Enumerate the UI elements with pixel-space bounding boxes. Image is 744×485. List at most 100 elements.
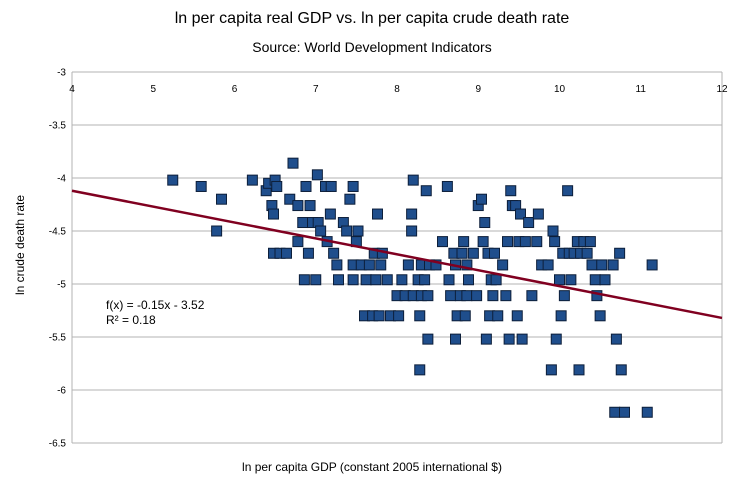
data-point [615,364,627,376]
data-point [458,236,470,248]
data-point [594,310,606,322]
data-point [526,290,538,302]
data-point [586,259,598,271]
data-point [347,180,359,192]
x-tick-label: 12 [716,84,728,95]
tick-labels: -3 -3.5 -4 -4.5 -5 -5.5 -6 -6.5 4 5 6 7 8 9 10 11 12 [49,68,728,450]
data-point [304,200,316,212]
data-point [463,274,474,286]
data-point [284,193,296,205]
data-point [420,185,432,197]
chart-subtitle: Source: World Development Indicators [252,39,492,55]
y-tick-label: -3 [57,68,66,79]
data-point [555,310,567,322]
data-point [216,193,227,205]
data-point [287,157,299,169]
data-point [396,274,408,286]
data-point [476,193,487,205]
data-point [505,185,517,197]
data-point [324,208,336,220]
x-tick-label: 4 [69,84,75,95]
data-point [562,185,574,197]
data-point [619,406,630,418]
data-point [502,236,513,248]
data-point [328,247,340,259]
data-point [479,217,491,229]
data-point [599,274,611,286]
data-point [407,174,419,186]
chart-title: ln per capita real GDP vs. ln per capita… [174,10,570,27]
data-point [641,406,653,418]
x-tick-label: 6 [232,84,238,95]
x-tick-label: 9 [475,84,481,95]
data-point [302,247,314,259]
y-tick-label: -5 [57,280,66,291]
data-point [646,259,658,271]
data-point [297,217,309,229]
data-point [298,274,310,286]
data-point [584,236,596,248]
data-point [614,247,626,259]
data-point [292,200,304,212]
y-tick-label: -4.5 [49,227,67,238]
data-point [531,236,543,248]
data-point [545,364,557,376]
data-point [363,259,375,271]
x-tick-label: 8 [394,84,400,95]
y-axis-label: ln crude death rate [13,194,27,296]
data-point [471,290,483,302]
data-point [315,225,327,237]
data-point [360,274,372,286]
data-point [565,274,577,286]
data-point [344,193,356,205]
data-point [515,208,526,220]
data-point [406,208,418,220]
data-point [610,333,622,345]
data-point [419,274,431,286]
data-point [331,259,343,271]
data-point [373,310,385,322]
data-point [430,259,442,271]
data-point [558,290,570,302]
data-point [461,290,473,302]
data-point [461,259,473,271]
data-point [490,274,502,286]
data-point [519,236,531,248]
x-tick-label: 5 [150,84,156,95]
data-point [596,259,608,271]
data-point [352,225,364,237]
data-point [450,333,461,345]
data-point [477,236,489,248]
data-point [581,247,593,259]
y-tick-label: -5.5 [49,333,67,344]
data-point [422,290,434,302]
y-tick-label: -3.5 [49,121,67,132]
data-point [487,290,499,302]
data-point [492,310,504,322]
data-point [542,259,554,271]
data-point [300,180,312,192]
data-point [341,225,353,237]
data-point [549,236,561,248]
data-point [281,247,292,259]
data-point [467,247,479,259]
data-point [437,236,448,248]
data-point [370,274,382,286]
trendline-group [71,189,723,320]
data-point [393,310,405,322]
regression-annotation: f(x) = -0.15x - 3.52 R² = 0.18 [106,298,204,328]
data-point [445,290,457,302]
data-point [375,259,387,271]
y-tick-label: -4 [57,174,66,185]
data-point [381,274,393,286]
data-point [414,310,426,322]
data-point [489,247,500,259]
data-point [422,333,434,345]
data-point [310,274,322,286]
data-point [406,225,418,237]
data-point [167,174,179,186]
data-point [500,290,512,302]
data-point [292,236,304,248]
data-point [589,274,601,286]
